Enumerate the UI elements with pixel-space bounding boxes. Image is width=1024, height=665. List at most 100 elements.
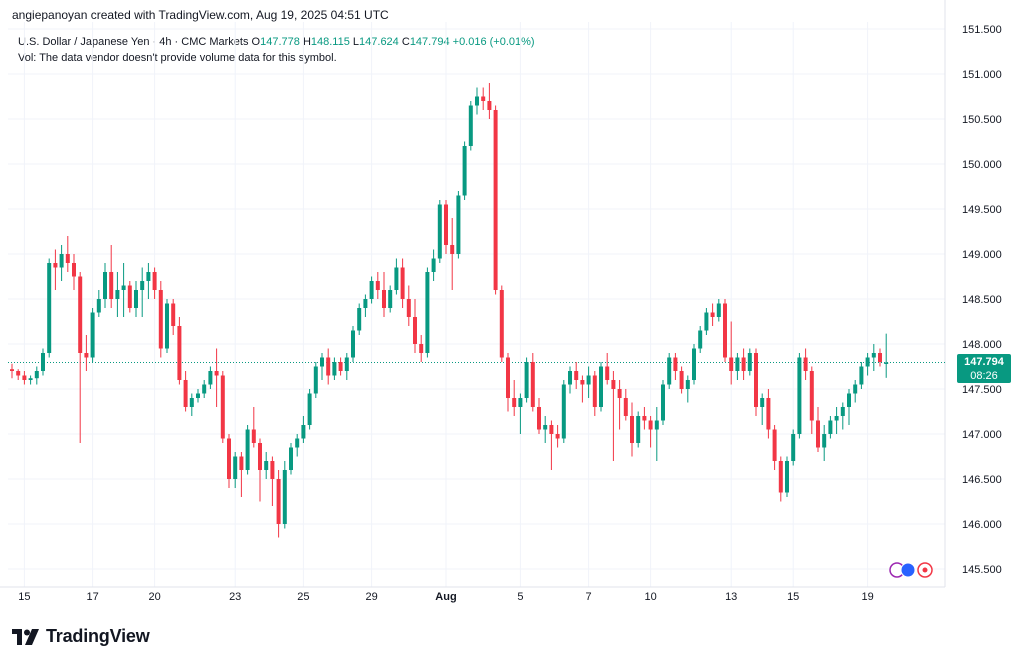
candle-body <box>481 96 486 101</box>
candle-body <box>363 299 368 308</box>
candle-body <box>326 357 331 376</box>
tradingview-logo-icon <box>12 628 39 645</box>
candle-body <box>276 479 281 524</box>
candle-body <box>723 303 727 358</box>
candle-body <box>28 378 33 380</box>
candle-body <box>599 366 603 407</box>
low-value: L147.624 <box>352 36 399 48</box>
candle-body <box>809 371 814 421</box>
candle-body <box>661 384 665 421</box>
candle-body <box>220 375 225 439</box>
candle-body <box>307 393 312 425</box>
candle-body <box>803 357 808 371</box>
candle-body <box>592 375 597 407</box>
candle-body <box>313 366 318 394</box>
candle-body <box>450 245 455 254</box>
candle-body <box>853 384 858 394</box>
candle-body <box>685 380 690 389</box>
candle-body <box>121 285 126 290</box>
bar-countdown: 08:26 <box>970 370 998 382</box>
candle-body <box>487 101 492 110</box>
candlestick-chart[interactable]: 145.500 146.000 146.500 147.000 147.500 148.0… <box>0 0 1024 615</box>
candle-body <box>499 290 504 358</box>
candle-body <box>413 317 417 344</box>
candle-body <box>574 371 579 380</box>
candle-body <box>524 362 529 398</box>
candle-body <box>437 204 442 259</box>
candle-body <box>698 330 703 349</box>
y-tick-label: 149.000 <box>962 249 1002 261</box>
candle-body <box>109 272 114 299</box>
candle-body <box>140 281 145 290</box>
candle-body <box>382 290 386 308</box>
event-icon-jp-dot <box>922 567 928 573</box>
y-tick-label: 147.500 <box>962 384 1002 396</box>
candle-body <box>239 456 244 470</box>
candle-body <box>134 290 138 308</box>
candle-body <box>747 353 752 371</box>
candle-body <box>320 357 324 367</box>
candle-body <box>177 326 182 380</box>
candle-body <box>735 357 740 371</box>
y-tick-label: 150.500 <box>962 114 1002 126</box>
candle-body <box>351 330 355 358</box>
candle-body <box>673 357 678 371</box>
created-by-line: angiepanoyan created with TradingView.co… <box>12 8 389 22</box>
candle-body <box>549 425 554 434</box>
candle-body <box>778 461 783 493</box>
candle-body <box>41 353 45 371</box>
candle-body <box>127 285 132 308</box>
candle-body <box>146 272 151 281</box>
symbol-name: U.S. Dollar / Japanese Yen · 4h · CMC Ma… <box>18 36 249 48</box>
candle-body <box>301 425 306 439</box>
candle-body <box>196 393 200 398</box>
candle-body <box>357 308 362 331</box>
symbol-legend: U.S. Dollar / Japanese Yen · 4h · CMC Ma… <box>18 34 535 66</box>
candle-body <box>400 267 405 299</box>
candle-body <box>468 105 473 146</box>
candle-body <box>822 434 827 448</box>
candle-body <box>530 362 535 407</box>
y-tick-label: 148.500 <box>962 294 1002 306</box>
candle-body <box>158 290 163 349</box>
tradingview-brand[interactable]: TradingView <box>12 626 150 647</box>
candle-body <box>115 290 120 299</box>
candle-body <box>65 254 70 263</box>
candle-body <box>636 416 641 443</box>
candle-body <box>171 303 176 326</box>
x-tick-label: Aug <box>435 591 456 603</box>
candle-body <box>388 290 393 308</box>
candle-body <box>47 263 52 353</box>
candle-body <box>760 398 765 407</box>
last-price-value: 147.794 <box>964 356 1004 368</box>
x-tick-label: 19 <box>861 591 873 603</box>
candle-body <box>518 398 523 407</box>
candle-body <box>611 380 616 389</box>
candle-body <box>264 461 269 470</box>
candle-body <box>344 357 349 371</box>
x-tick-label: 23 <box>229 591 241 603</box>
y-tick-label: 149.500 <box>962 204 1002 216</box>
candle-body <box>543 425 548 430</box>
candle-body <box>710 312 715 317</box>
candle-body <box>561 384 566 439</box>
change-value: +0.016 (+0.01%) <box>452 36 535 48</box>
event-icon-us-flag <box>900 562 916 578</box>
candle-body <box>289 447 293 470</box>
x-tick-label: 7 <box>586 591 592 603</box>
candle-body <box>828 420 833 434</box>
candle-body <box>375 281 380 290</box>
candle-body <box>214 371 219 376</box>
x-tick-label: 17 <box>86 591 98 603</box>
candle-body <box>406 299 411 317</box>
candle-body <box>840 407 845 416</box>
candle-body <box>834 416 839 421</box>
candle-body <box>456 195 461 254</box>
candle-body <box>369 281 374 299</box>
x-tick-label: 20 <box>148 591 160 603</box>
candle-body <box>816 420 820 448</box>
candle-body <box>729 357 734 371</box>
candle-body <box>208 371 213 385</box>
candle-body <box>667 357 672 385</box>
candle-body <box>847 393 851 407</box>
